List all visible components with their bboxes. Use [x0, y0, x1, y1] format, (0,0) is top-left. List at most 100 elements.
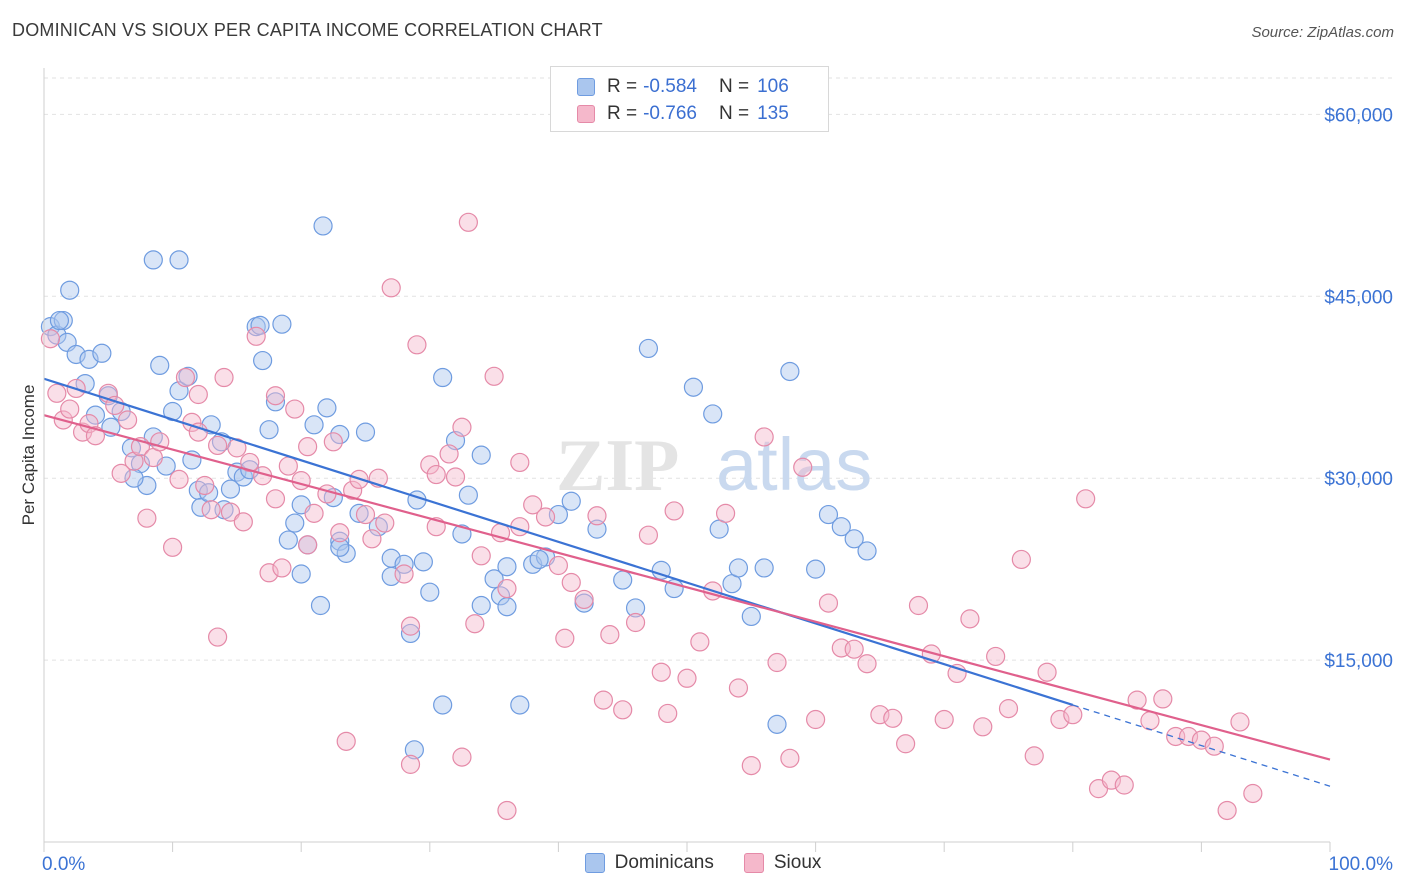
data-point-sioux — [1011, 549, 1031, 570]
data-point-sioux — [561, 572, 581, 593]
watermark: ZIP atlas — [556, 423, 872, 507]
legend-item-dominicans[interactable]: Dominicans — [584, 852, 714, 874]
data-point-dominicans — [818, 504, 839, 525]
axes — [43, 68, 1331, 852]
data-point-dominicans — [484, 569, 504, 589]
data-point-sioux — [105, 395, 125, 416]
data-point-dominicans — [169, 250, 189, 270]
data-point-dominicans — [330, 424, 350, 445]
data-point-sioux — [523, 495, 543, 515]
data-point-sioux — [1076, 489, 1096, 509]
y-tick-label: $45,000 — [1324, 287, 1393, 308]
data-point-sioux — [818, 593, 839, 613]
data-point-sioux — [1050, 709, 1070, 730]
trend-line-sioux — [43, 414, 1331, 761]
data-point-sioux — [510, 452, 530, 473]
data-point-sioux — [870, 705, 890, 725]
data-point-sioux — [593, 690, 614, 710]
correlation-legend: R = -0.584 N = 106 R = -0.766 N = 135 — [550, 66, 829, 132]
data-point-dominicans — [60, 280, 80, 300]
data-point-dominicans — [638, 338, 659, 359]
data-point-dominicans — [259, 420, 279, 440]
data-point-sioux — [458, 212, 478, 232]
data-point-sioux — [986, 646, 1006, 667]
data-point-sioux — [60, 399, 80, 419]
data-point-dominicans — [831, 517, 851, 537]
data-point-dominicans — [857, 541, 877, 561]
data-point-sioux — [497, 800, 517, 821]
data-point-sioux — [587, 506, 607, 526]
legend-item-sioux[interactable]: Sioux — [743, 852, 821, 874]
data-point-sioux — [298, 437, 318, 457]
data-point-sioux — [40, 329, 61, 349]
data-point-sioux — [47, 383, 67, 403]
legend-label-dominicans: Dominicans — [614, 852, 714, 873]
data-point-sioux — [471, 546, 491, 566]
data-point-sioux — [208, 627, 228, 647]
data-point-sioux — [908, 595, 929, 616]
data-point-sioux — [664, 501, 684, 521]
data-point-sioux — [208, 435, 228, 456]
data-point-sioux — [574, 589, 594, 610]
data-point-dominicans — [728, 558, 749, 578]
data-point-sioux — [452, 747, 472, 767]
data-point-sioux — [426, 464, 446, 485]
data-point-dominicans — [304, 415, 324, 435]
data-point-dominicans — [150, 355, 170, 376]
data-point-sioux — [1140, 711, 1160, 731]
data-point-sioux — [175, 367, 196, 388]
legend-n-label: N = — [718, 76, 750, 97]
data-point-sioux — [658, 703, 678, 724]
data-point-dominicans — [66, 344, 86, 365]
data-point-sioux — [278, 456, 298, 476]
trend-lines — [43, 377, 1331, 787]
data-point-sioux — [805, 709, 826, 730]
data-point-dominicans — [510, 695, 530, 715]
data-point-sioux — [651, 662, 671, 682]
data-point-sioux — [111, 463, 131, 483]
data-point-sioux — [343, 480, 363, 500]
data-point-dominicans — [490, 586, 511, 606]
data-point-sioux — [400, 754, 421, 774]
data-point-sioux — [728, 678, 749, 698]
data-point-sioux — [394, 564, 414, 584]
x-tick-label: 100.0% — [1329, 854, 1394, 875]
data-point-sioux — [1217, 800, 1237, 821]
data-point-sioux — [638, 525, 659, 545]
data-point-sioux — [780, 748, 800, 768]
data-point-dominicans — [317, 398, 337, 418]
data-point-sioux — [355, 504, 376, 525]
data-point-dominicans — [561, 491, 581, 511]
data-point-sioux — [240, 452, 260, 473]
data-point-dominicans — [310, 595, 331, 616]
data-point-sioux — [330, 523, 350, 543]
data-point-sioux — [973, 717, 993, 737]
data-point-sioux — [741, 755, 761, 776]
data-point-sioux — [259, 563, 279, 583]
data-point-sioux — [195, 475, 215, 496]
data-point-dominicans — [250, 315, 270, 335]
legend-r-label: R = — [607, 76, 638, 97]
data-point-sioux — [1024, 746, 1044, 766]
data-point-sioux — [1127, 690, 1147, 710]
data-point-sioux — [420, 455, 440, 475]
data-point-dominicans — [497, 557, 517, 577]
data-point-dominicans — [49, 310, 70, 331]
x-tick-labels: 0.0% 100.0% — [42, 854, 1393, 875]
data-point-sioux — [857, 654, 877, 674]
y-tick-labels: $15,000 $30,000 $45,000 $60,000 — [1324, 105, 1393, 672]
data-point-sioux — [381, 278, 401, 298]
legend-r-label: R = — [607, 103, 638, 124]
data-point-sioux — [117, 410, 138, 430]
data-point-sioux — [715, 503, 736, 523]
data-point-sioux — [452, 417, 472, 437]
data-point-sioux — [265, 386, 286, 406]
data-point-dominicans — [780, 361, 800, 382]
data-point-sioux — [535, 507, 556, 527]
data-point-sioux — [362, 529, 382, 549]
data-point-dominicans — [433, 695, 453, 715]
data-point-sioux — [883, 708, 903, 728]
legend-r-value: -0.766 — [643, 103, 697, 124]
data-point-sioux — [754, 427, 774, 447]
